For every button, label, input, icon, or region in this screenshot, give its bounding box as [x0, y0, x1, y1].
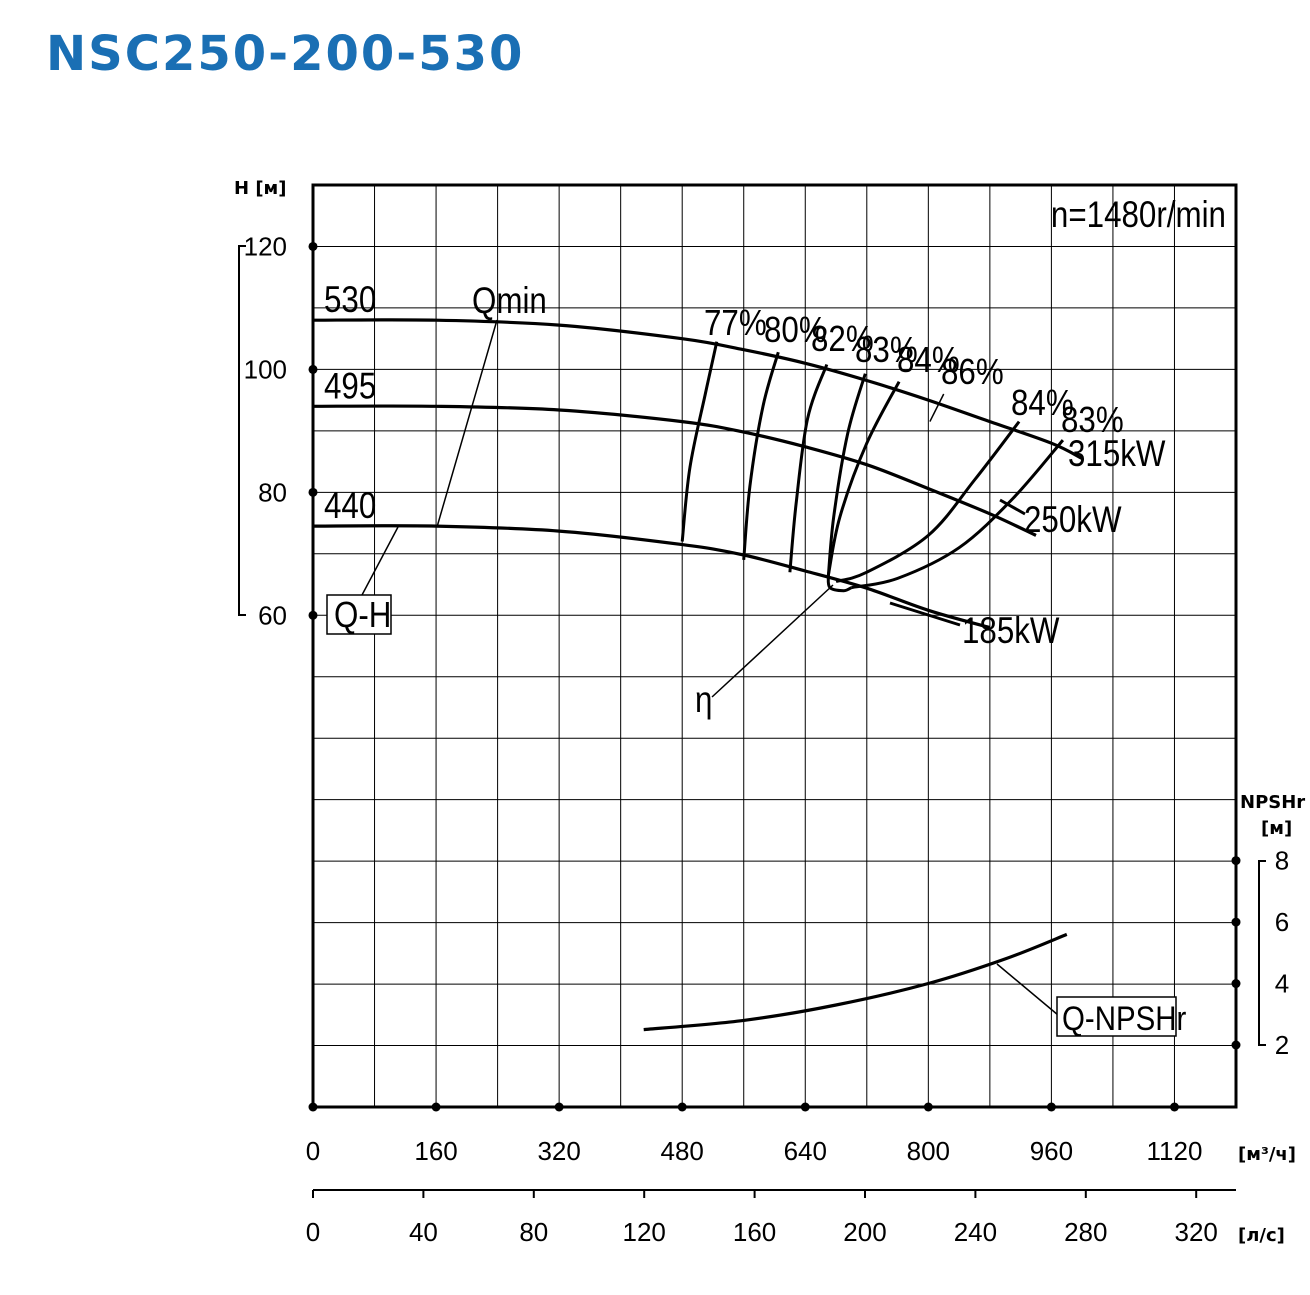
x-tick-label-m3h: 640	[784, 1136, 827, 1166]
npshr-label: Q-NPSHr	[1062, 999, 1187, 1038]
x-axis-dot	[800, 1102, 810, 1112]
npsh-axis-dot	[1231, 979, 1241, 989]
eta-label: η	[695, 680, 712, 721]
y-tick-label-npsh: 4	[1275, 969, 1289, 999]
efficiency-label: 83%	[855, 330, 918, 371]
x-tick-label-ls: 200	[843, 1217, 886, 1247]
speed-label: n=1480r/min	[1051, 195, 1226, 236]
y-tick-label-head: 100	[244, 354, 287, 384]
x-axis-dot	[1046, 1102, 1056, 1112]
chart-grid	[311, 183, 1238, 1109]
y-tick-label-npsh: 6	[1275, 907, 1289, 937]
y-axis-dot	[308, 610, 318, 620]
qmin-leader	[436, 319, 498, 528]
y-axis-dot	[308, 364, 318, 374]
efficiency-label: 83%	[1061, 400, 1124, 441]
x-axis-dot	[1169, 1102, 1179, 1112]
y-tick-label-head: 80	[258, 477, 287, 507]
power-leader-185kw	[889, 601, 961, 627]
power-label-315kw: 315kW	[1068, 434, 1166, 475]
y-axis-dot	[308, 241, 318, 251]
chart-axes: 0 160 320 480 640 800 960 1120 [м³/ч]0 40 80 120 160…	[234, 178, 1305, 1247]
npsh-axis-dot	[1231, 1040, 1241, 1050]
y-tick-label-head: 120	[244, 231, 287, 261]
efficiency-contour	[851, 439, 1065, 590]
efficiency-contour	[826, 373, 867, 577]
x-tick-label-m3h: 800	[907, 1136, 950, 1166]
npsh-axis-dot	[1231, 917, 1241, 927]
plot-frame	[311, 183, 1238, 1109]
efficiency-contour	[742, 351, 780, 561]
qh-label-box	[326, 594, 392, 635]
x-tick-label-m3h: 1120	[1147, 1136, 1203, 1166]
eta-leader	[711, 584, 834, 698]
efficiency-label: 86%	[941, 352, 1004, 393]
efficiency-contour	[826, 380, 901, 576]
efficiency-contour	[835, 420, 1021, 583]
y-tick-label-npsh: 8	[1275, 846, 1289, 876]
npsh-axis-dot	[1231, 856, 1241, 866]
x-tick-label-m3h: 0	[306, 1136, 320, 1166]
efficiency-contour-nose	[826, 575, 853, 593]
y-axis-npsh-bracket	[1258, 860, 1266, 1046]
x-axis-unit-ls: [л/с]	[1238, 1225, 1285, 1246]
y-axis-label-head: H [м]	[234, 178, 287, 199]
x-tick-label-ls: 240	[954, 1217, 997, 1247]
power-leader-250kw	[999, 498, 1026, 516]
x-tick-label-ls: 320	[1175, 1217, 1218, 1247]
y-tick-label-npsh: 2	[1275, 1030, 1289, 1060]
y-tick-label-head: 60	[258, 600, 287, 630]
x-axis-unit-m3h: [м³/ч]	[1238, 1144, 1296, 1165]
qh-leader	[361, 526, 399, 596]
efficiency-label: 84%	[1011, 383, 1074, 424]
qh-curve-495	[312, 404, 1037, 537]
power-label-185kw: 185kW	[962, 611, 1060, 652]
x-tick-label-m3h: 160	[414, 1136, 457, 1166]
npshr-curve	[643, 932, 1068, 1032]
x-axis-dot	[677, 1102, 687, 1112]
x-tick-label-ls: 120	[623, 1217, 666, 1247]
efficiency-label: 84%	[897, 340, 960, 381]
npshr-label-box	[1056, 996, 1177, 1037]
chart-labels: 53049544077%80%82%83%84%86%84%83%315kW25…	[324, 195, 1226, 1038]
y-axis-head-bracket	[238, 245, 246, 616]
qh-label: Q-H	[334, 595, 391, 636]
y-axis-label-npsh: NPSHr	[1240, 792, 1305, 813]
x-tick-label-ls: 80	[519, 1217, 548, 1247]
chart-curves	[312, 318, 1083, 1032]
x-tick-label-ls: 0	[306, 1217, 320, 1247]
x-tick-label-ls: 160	[733, 1217, 776, 1247]
y-axis-unit-npsh: [м]	[1261, 818, 1292, 839]
impeller-label-440: 440	[324, 486, 376, 527]
impeller-label-530: 530	[324, 280, 376, 321]
x-axis-dot	[923, 1102, 933, 1112]
efficiency-label: 80%	[764, 310, 827, 351]
x-axis-dot	[308, 1102, 318, 1112]
x-axis-dot	[554, 1102, 564, 1112]
x-tick-label-m3h: 320	[537, 1136, 580, 1166]
power-label-250kw: 250kW	[1024, 500, 1122, 541]
x-tick-label-ls: 280	[1064, 1217, 1107, 1247]
page-title: NSC250-200-530	[46, 26, 525, 82]
efficiency-contour	[680, 341, 719, 542]
impeller-label-495: 495	[324, 366, 376, 407]
y-axis-dot	[308, 487, 318, 497]
efficiency-contour	[788, 363, 829, 573]
qmin-label: Qmin	[472, 281, 547, 322]
x-tick-label-ls: 40	[409, 1217, 438, 1247]
efficiency-label: 77%	[704, 303, 767, 344]
qh-curve-440	[312, 524, 991, 630]
efficiency-label: 82%	[811, 319, 874, 360]
x-tick-label-m3h: 960	[1030, 1136, 1073, 1166]
x-tick-label-m3h: 480	[661, 1136, 704, 1166]
npshr-leader	[996, 963, 1059, 1016]
x-axis-dot	[431, 1102, 441, 1112]
efficiency-contour	[929, 393, 945, 422]
